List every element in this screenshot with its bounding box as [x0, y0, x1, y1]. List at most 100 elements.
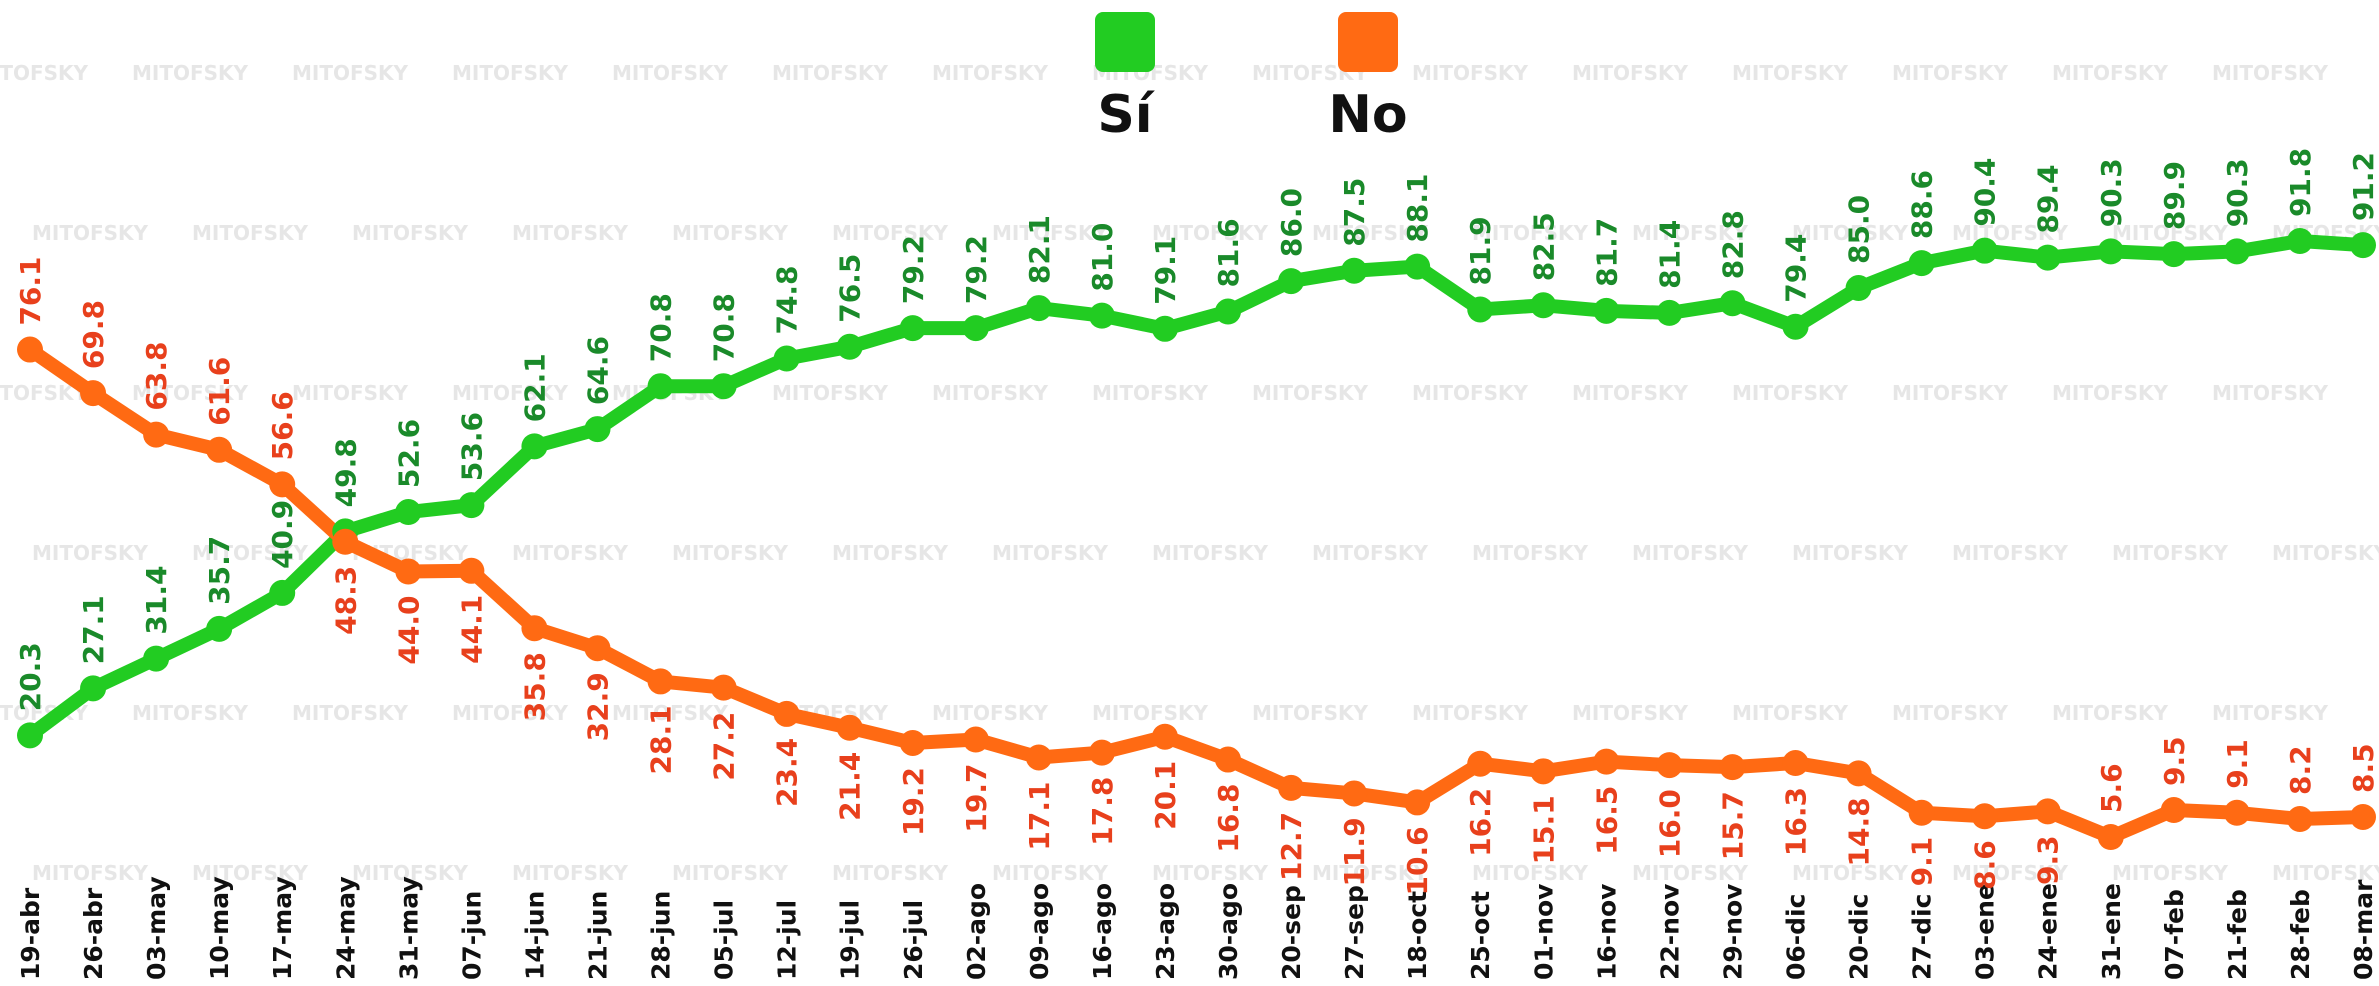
data-label: 5.6	[2095, 763, 2128, 813]
data-point	[206, 437, 232, 463]
watermark: MITOFSKY	[32, 861, 149, 885]
x-tick-label: 01-nov	[1529, 884, 1558, 980]
data-label: 82.8	[1716, 210, 1749, 279]
data-label: 15.1	[1527, 795, 1560, 864]
data-point	[395, 499, 421, 525]
data-point	[1404, 789, 1430, 815]
data-label: 81.7	[1590, 218, 1623, 287]
x-tick-label: 07-jun	[457, 891, 486, 980]
data-label: 9.5	[2158, 736, 2191, 786]
watermark: MITOFSKY	[1092, 381, 1209, 405]
data-label: 35.8	[518, 652, 551, 721]
x-tick-label: 22-nov	[1655, 884, 1684, 980]
legend-label: Sí	[1097, 85, 1155, 145]
watermark: MITOFSKY	[1252, 381, 1369, 405]
watermark: MITOFSKY	[2112, 541, 2229, 565]
data-point	[395, 558, 421, 584]
watermark: MITOFSKY	[2272, 541, 2379, 565]
watermark: MITOFSKY	[992, 541, 1109, 565]
watermark: MITOFSKY	[832, 861, 949, 885]
watermark: MITOFSKY	[2112, 861, 2229, 885]
watermark: MITOFSKY	[1152, 861, 1269, 885]
data-point	[80, 380, 106, 406]
data-label: 20.3	[14, 642, 47, 711]
legend-label: No	[1328, 85, 1407, 145]
data-point	[1089, 740, 1115, 766]
x-tick-label: 30-ago	[1214, 883, 1243, 980]
data-label: 74.8	[771, 265, 804, 334]
data-label: 8.5	[2347, 743, 2379, 793]
data-point	[711, 373, 737, 399]
data-label: 64.6	[581, 336, 614, 405]
data-point	[2161, 241, 2187, 267]
x-tick-label: 17-may	[268, 876, 297, 980]
data-label: 9.1	[2221, 739, 2254, 789]
data-label: 8.6	[1969, 840, 2002, 890]
data-label: 8.2	[2284, 745, 2317, 795]
data-point	[1467, 751, 1493, 777]
watermark: MITOFSKY	[932, 701, 1049, 725]
x-tick-label: 21-jun	[583, 891, 612, 980]
data-label: 44.1	[455, 595, 488, 664]
data-label: 27.2	[708, 712, 741, 781]
data-point	[1404, 254, 1430, 280]
watermark: MITOFSKY	[1092, 701, 1209, 725]
data-point	[1846, 275, 1872, 301]
x-tick-label: 31-ene	[2097, 883, 2126, 980]
watermark: MITOFSKY	[32, 541, 149, 565]
data-label: 81.0	[1086, 223, 1119, 292]
watermark: MITOFSKY	[1892, 701, 2009, 725]
data-point	[1341, 258, 1367, 284]
watermark: MITOFSKY	[1892, 381, 2009, 405]
data-label: 16.8	[1212, 784, 1245, 853]
watermark: MITOFSKY	[1892, 61, 2009, 85]
data-point	[2350, 232, 2376, 258]
data-label: 28.1	[645, 705, 678, 774]
data-point	[269, 580, 295, 606]
x-tick-label: 12-jul	[773, 900, 802, 980]
watermark: MITOFSKY	[1732, 381, 1849, 405]
data-label: 79.2	[897, 235, 930, 304]
x-tick-label: 26-abr	[79, 887, 108, 980]
watermark: MITOFSKY	[832, 221, 949, 245]
x-tick-label: 06-dic	[1782, 894, 1811, 980]
data-label: 90.3	[2095, 158, 2128, 227]
x-tick-label: 26-jul	[899, 900, 928, 980]
data-label: 86.0	[1275, 188, 1308, 257]
data-point	[17, 337, 43, 363]
data-point	[2287, 228, 2313, 254]
data-label: 9.3	[2032, 835, 2065, 885]
watermark: MITOFSKY	[292, 701, 409, 725]
data-point	[963, 315, 989, 341]
data-point	[1972, 803, 1998, 829]
series-line	[30, 350, 2363, 837]
watermark: MITOFSKY	[2052, 381, 2169, 405]
data-point	[1152, 316, 1178, 342]
data-label: 76.1	[14, 256, 47, 325]
data-point	[1215, 299, 1241, 325]
x-tick-label: 08-mar	[2349, 879, 2378, 980]
x-tick-label: 19-jul	[836, 900, 865, 980]
data-label: 23.4	[771, 738, 804, 807]
watermark: MITOFSKY	[1632, 861, 1749, 885]
x-tick-label: 24-may	[331, 876, 360, 980]
legend-swatch	[1095, 12, 1155, 72]
watermark: MITOFSKY	[832, 541, 949, 565]
data-label: 19.7	[960, 764, 993, 833]
watermark: MITOFSKY	[0, 61, 89, 85]
data-label: 79.2	[960, 235, 993, 304]
data-label: 16.5	[1590, 786, 1623, 855]
x-tick-label: 25-oct	[1466, 891, 1495, 980]
data-label: 89.4	[2032, 165, 2065, 234]
data-label: 48.3	[329, 566, 362, 635]
data-point	[774, 346, 800, 372]
x-tick-label: 24-ene	[2034, 883, 2063, 980]
data-label: 70.8	[708, 293, 741, 362]
data-label: 31.4	[140, 566, 173, 635]
watermark: MITOFSKY	[2052, 61, 2169, 85]
data-label: 56.6	[266, 391, 299, 460]
watermark: MITOFSKY	[132, 61, 249, 85]
watermark: MITOFSKY	[512, 541, 629, 565]
data-point	[900, 315, 926, 341]
data-point	[1593, 749, 1619, 775]
